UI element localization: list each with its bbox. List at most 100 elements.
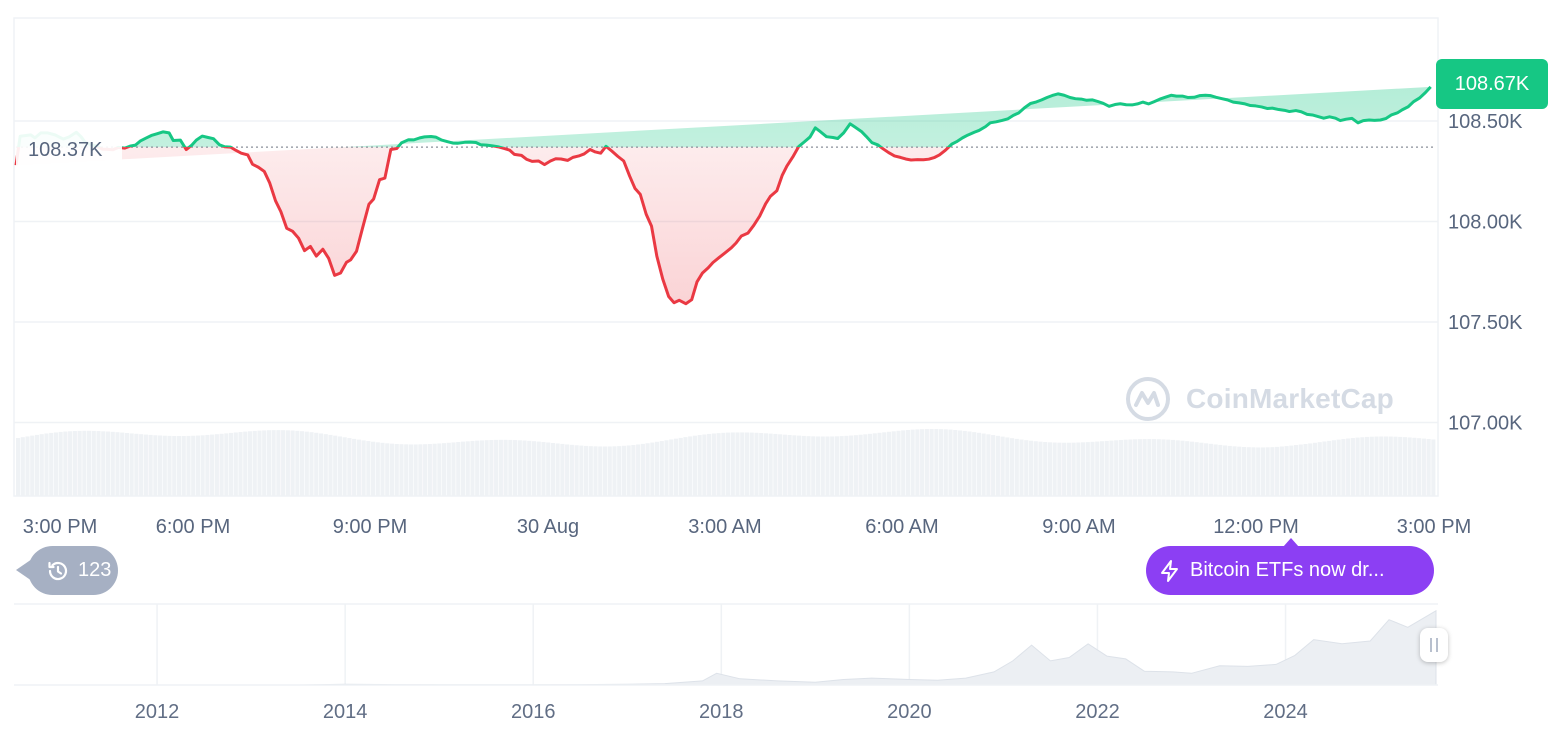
volume-bar xyxy=(1118,439,1123,496)
navigator-year-label: 2012 xyxy=(135,701,180,723)
volume-bar xyxy=(162,435,167,496)
volume-bar xyxy=(934,429,939,496)
volume-bar xyxy=(432,443,437,496)
current-price-label: 108.67K xyxy=(1436,59,1548,109)
volume-bar xyxy=(716,433,721,496)
volume-bar xyxy=(1256,447,1261,496)
volume-bar xyxy=(1180,440,1185,496)
volume-bar xyxy=(153,435,158,496)
volume-bar xyxy=(1156,439,1161,496)
volume-bar xyxy=(1175,440,1180,496)
x-tick-label: 6:00 AM xyxy=(865,516,938,538)
volume-bar xyxy=(58,431,63,496)
volume-bar xyxy=(1417,438,1422,496)
volume-bar xyxy=(655,441,660,496)
range-handle-grip-icon xyxy=(1430,638,1432,652)
news-badge-pointer xyxy=(1283,538,1299,547)
volume-bar xyxy=(697,435,702,496)
volume-bar xyxy=(446,442,451,496)
volume-bar xyxy=(309,432,314,496)
volume-bar xyxy=(498,439,503,496)
volume-bar xyxy=(1005,437,1010,496)
volume-bar xyxy=(77,430,82,496)
volume-bar xyxy=(1194,442,1199,496)
volume-bar xyxy=(276,430,281,496)
volume-bar xyxy=(1407,437,1412,496)
volume-bar xyxy=(1379,436,1384,496)
volume-bar xyxy=(1081,442,1086,496)
volume-bar xyxy=(1052,442,1057,496)
volume-bar xyxy=(1208,443,1213,496)
volume-bar xyxy=(1076,442,1081,496)
range-handle[interactable] xyxy=(1420,628,1448,662)
volume-bar xyxy=(1000,436,1005,496)
volume-bar xyxy=(82,430,87,496)
y-tick-label: 108.00K xyxy=(1448,212,1523,234)
range-navigator[interactable]: 2012 2014 2016 2018 2020 2022 2024 xyxy=(14,603,1438,723)
volume-bar xyxy=(1331,440,1336,496)
volume-bar xyxy=(1412,437,1417,496)
volume-bar xyxy=(224,433,229,496)
volume-bar xyxy=(1137,439,1142,496)
volume-bar xyxy=(352,438,357,496)
volume-bar xyxy=(1170,439,1176,496)
volume-bar xyxy=(333,435,338,496)
volume-bar xyxy=(920,429,925,496)
volume-bar xyxy=(1128,439,1133,496)
volume-bar xyxy=(957,430,963,496)
volume-bar xyxy=(347,438,352,496)
volume-bar xyxy=(976,432,981,496)
volume-bar xyxy=(631,444,636,496)
navigator-year-label: 2018 xyxy=(699,701,744,723)
volume-bar xyxy=(844,435,849,496)
volume-bar xyxy=(1085,442,1090,496)
volume-bar xyxy=(262,430,267,496)
price-line-down xyxy=(14,147,951,306)
volume-bar xyxy=(252,430,257,496)
volume-bar xyxy=(763,433,768,496)
volume-bar xyxy=(669,439,674,496)
volume-bar xyxy=(1133,439,1138,496)
volume-bar xyxy=(773,433,778,496)
volume-bar xyxy=(1033,441,1038,496)
volume-bar xyxy=(886,431,892,496)
volume-bar xyxy=(451,442,456,496)
volume-bar xyxy=(124,432,129,496)
navigator-year-label: 2022 xyxy=(1075,701,1120,723)
volume-bar xyxy=(1024,440,1029,496)
volume-bar xyxy=(953,429,958,496)
volume-bar xyxy=(1350,438,1355,496)
navigator-area xyxy=(16,609,1437,686)
volume-bar xyxy=(1062,442,1067,496)
volume-bar xyxy=(853,435,858,496)
volume-bar xyxy=(1161,439,1166,496)
volume-bar xyxy=(281,430,286,496)
news-text: Bitcoin ETFs now dr... xyxy=(1190,559,1385,581)
area-below-baseline xyxy=(16,147,949,304)
volume-bar xyxy=(300,431,305,496)
x-axis: 3:00 PM 6:00 PM 9:00 PM 30 Aug 3:00 AM 6:00 A… xyxy=(23,516,1471,538)
volume-bar xyxy=(550,442,555,496)
volume-bar xyxy=(257,430,262,496)
volume-bar xyxy=(437,443,442,496)
coinmarketcap-logo-icon xyxy=(1126,377,1170,421)
volume-bar xyxy=(460,441,466,496)
volume-bar xyxy=(1095,441,1100,496)
navigator-year-label: 2014 xyxy=(323,701,368,723)
volume-bar xyxy=(683,437,688,496)
volume-bar xyxy=(1109,440,1114,496)
news-badge[interactable]: Bitcoin ETFs now dr... xyxy=(1146,546,1434,595)
volume-bar xyxy=(139,434,144,496)
volume-bar xyxy=(1166,439,1171,496)
volume-bar xyxy=(924,429,929,496)
volume-bar xyxy=(726,432,731,496)
volume-bar xyxy=(513,440,518,496)
history-button[interactable]: 123 xyxy=(14,546,118,595)
volume-bar xyxy=(811,436,816,496)
volume-bar xyxy=(318,433,324,496)
volume-bar xyxy=(508,439,513,496)
x-tick-label: 9:00 PM xyxy=(333,516,407,538)
volume-bar xyxy=(285,430,290,496)
